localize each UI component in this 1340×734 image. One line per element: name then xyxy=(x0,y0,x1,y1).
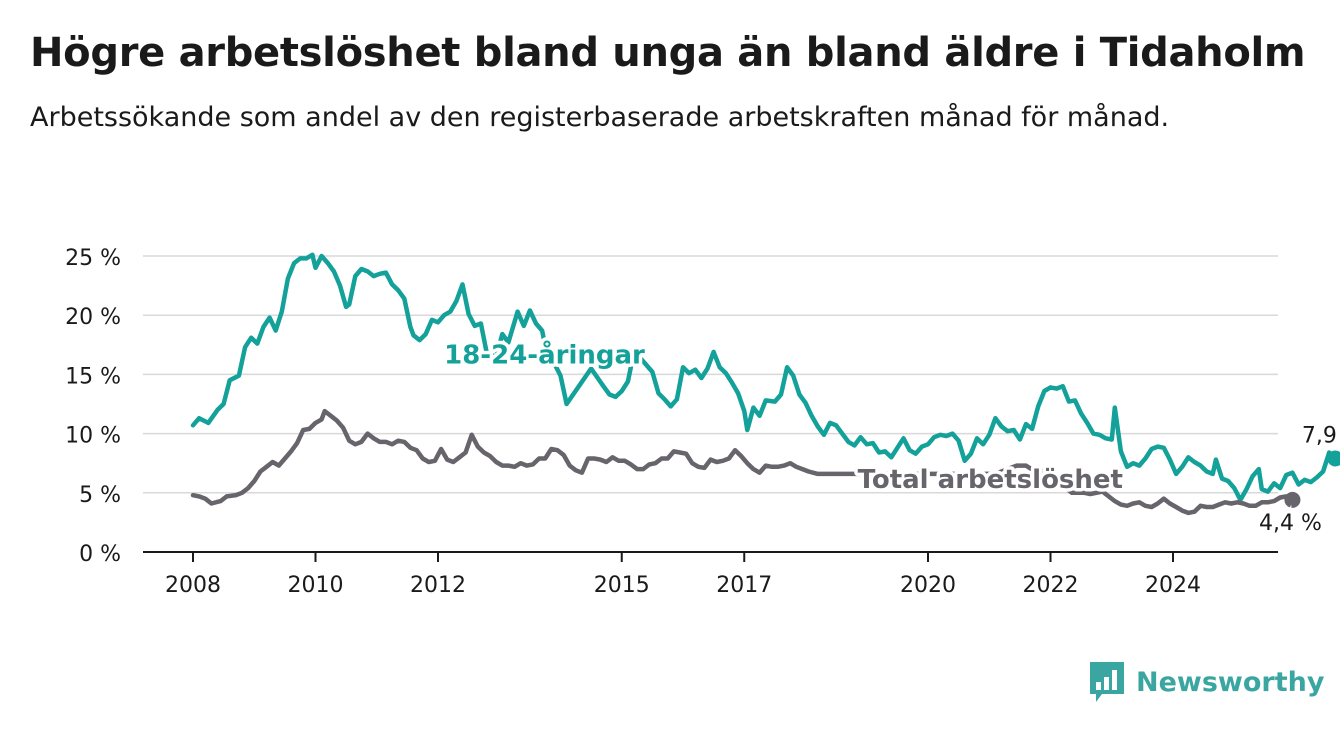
series-end-dot-1 xyxy=(1284,491,1301,508)
x-tick-label: 2020 xyxy=(900,573,956,598)
y-tick-label: 15 % xyxy=(65,364,121,389)
x-tick-label: 2017 xyxy=(716,573,772,598)
y-tick-label: 20 % xyxy=(65,305,121,330)
gridlines xyxy=(143,255,1278,553)
newsworthy-brand: Newsworthy xyxy=(1088,660,1324,704)
series-labels: 18-24-åringar 7,9 % Total arbetslöshet 4,4 … xyxy=(441,335,1340,539)
series-lines xyxy=(190,252,1340,516)
chart-title: Högre arbetslöshet bland unga än bland ä… xyxy=(30,30,1306,76)
y-tick-label: 10 % xyxy=(65,424,121,449)
series-end-value-1: 4,4 % xyxy=(1259,511,1322,536)
y-axis-ticks: 0 % 5 % 10 % 15 % 20 % 25 % xyxy=(65,246,121,567)
series-end-dot-0 xyxy=(1327,450,1340,467)
series-end-value-0: 7,9 % xyxy=(1302,423,1340,448)
x-tick-label: 2010 xyxy=(288,573,344,598)
x-tick-label: 2012 xyxy=(410,573,466,598)
series-name-label-0: 18-24-åringar xyxy=(444,339,645,371)
brand-name: Newsworthy xyxy=(1136,666,1325,698)
y-tick-label: 25 % xyxy=(65,246,121,271)
y-tick-label: 0 % xyxy=(79,542,121,567)
series-line-1 xyxy=(190,408,1295,516)
x-tick-label: 2022 xyxy=(1023,573,1079,598)
y-tick-label: 5 % xyxy=(79,483,121,508)
chart-subtitle: Arbetssökande som andel av den registerb… xyxy=(30,102,1170,133)
bar-chart-logo-icon xyxy=(1090,662,1124,702)
x-axis-ticks: 2008 2010 2012 2015 2017 2020 2022 2024 xyxy=(165,552,1201,598)
series-line-0 xyxy=(190,252,1338,503)
x-tick-label: 2015 xyxy=(594,573,650,598)
x-tick-label: 2008 xyxy=(165,573,221,598)
series-name-label-1: Total arbetslöshet xyxy=(858,465,1123,495)
x-tick-label: 2024 xyxy=(1145,573,1201,598)
